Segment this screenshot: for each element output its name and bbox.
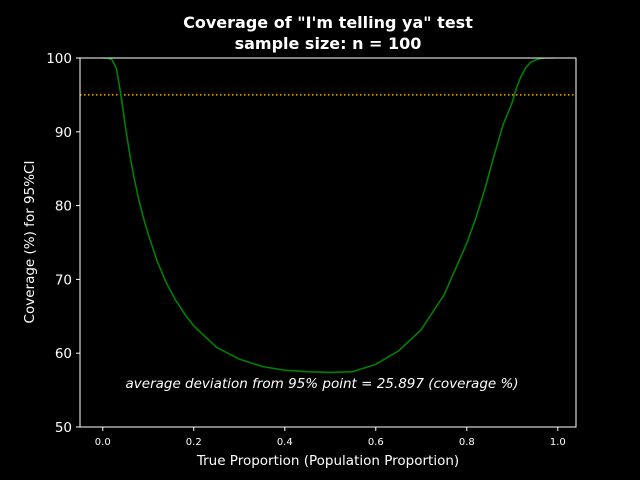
y-tick-label: 90: [55, 125, 72, 141]
x-tick-label: 1.0: [550, 437, 566, 448]
y-tick-label: 50: [55, 420, 72, 436]
y-tick-label: 60: [55, 346, 72, 362]
x-tick-label: 0.6: [368, 437, 384, 448]
x-tick-label: 0.8: [459, 437, 475, 448]
axes-frame: [79, 57, 577, 428]
chart-title: Coverage of "I'm telling ya" test: [183, 13, 473, 32]
y-tick-label: 80: [55, 199, 72, 215]
x-tick-label: 0.0: [95, 437, 111, 448]
axis-ticks: 0.0 0.2 0.4 0.6 0.8 1.0 50 60 70 80 90 100: [46, 51, 566, 448]
chart-subtitle: sample size: n = 100: [235, 34, 422, 53]
plot-area: [80, 58, 576, 374]
coverage-line-0: [102, 58, 554, 374]
chart-annotation: average deviation from 95% point = 25.89…: [126, 376, 519, 392]
x-axis-label: True Proportion (Population Proportion): [196, 453, 459, 469]
y-axis-label: Coverage (%) for 95%CI: [22, 161, 38, 324]
y-tick-label: 70: [55, 272, 72, 288]
x-tick-label: 0.2: [186, 437, 202, 448]
y-tick-label: 100: [46, 51, 72, 67]
x-tick-label: 0.4: [277, 437, 293, 448]
